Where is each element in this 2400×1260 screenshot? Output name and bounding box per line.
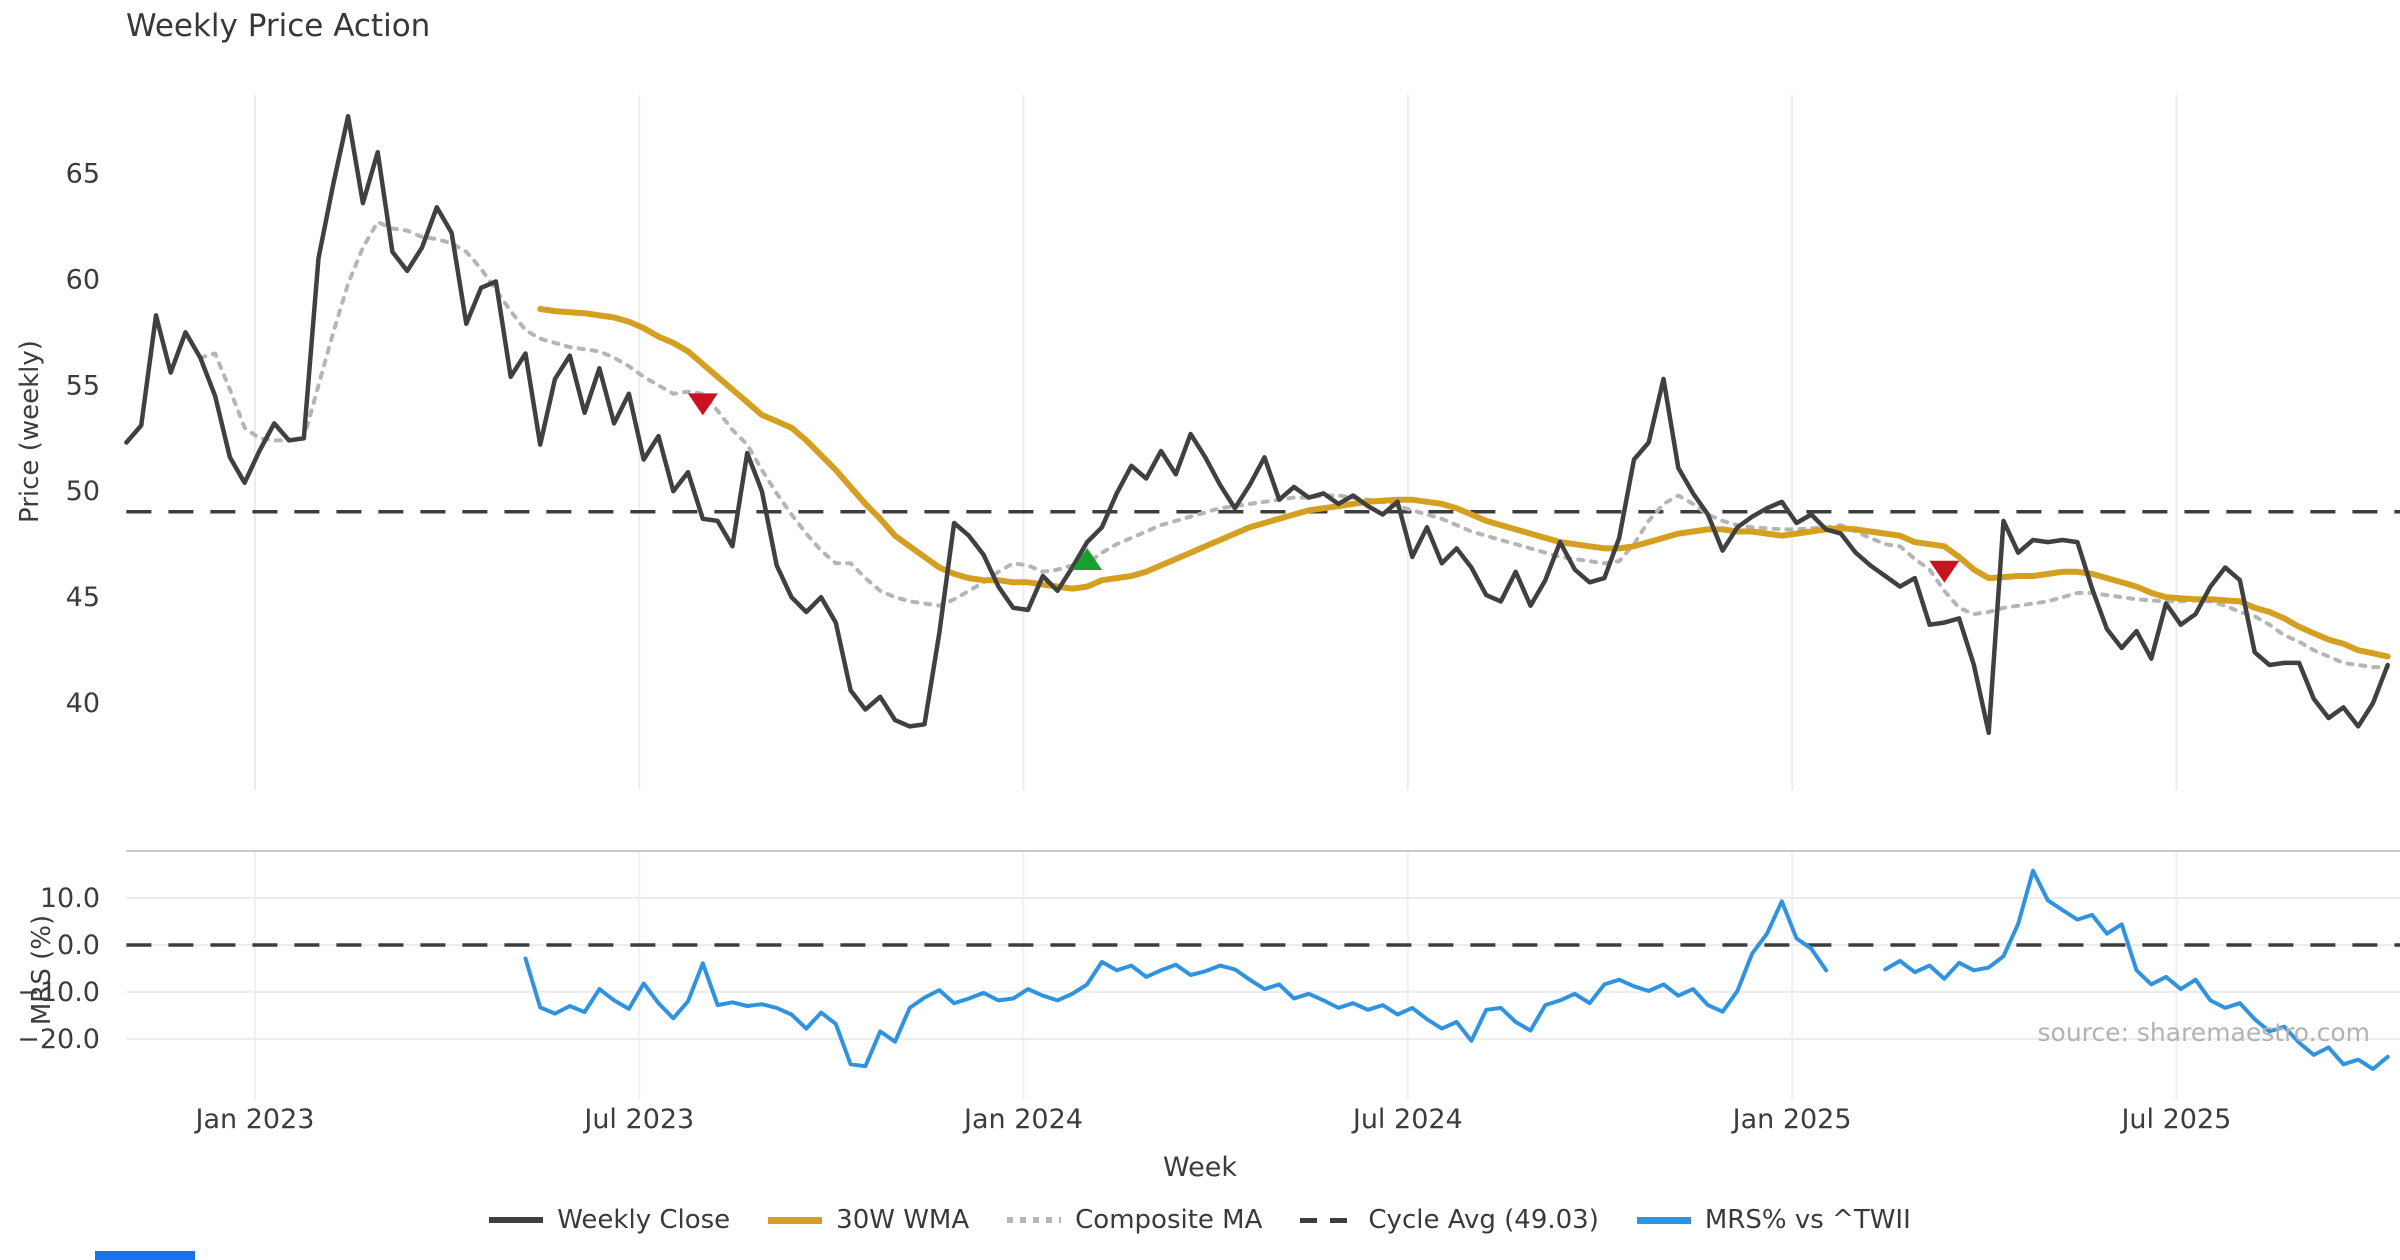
price-tick-label: 45 [66, 582, 100, 613]
mrs-line [523, 899, 1829, 1069]
legend-label: Composite MA [1075, 1205, 1263, 1235]
wma-line-swatch-icon [768, 1216, 823, 1224]
price-tick-label: 60 [66, 264, 100, 295]
week-tick-label: Jul 2024 [1351, 1104, 1463, 1135]
week-axis-label: Week [1163, 1152, 1237, 1183]
legend-label: Cycle Avg (49.03) [1368, 1205, 1599, 1235]
price-axis-label: Price (weekly) [15, 340, 45, 523]
legend-label: 30W WMA [836, 1205, 970, 1235]
legend-item-mrs[interactable]: MRS% vs ^TWII [1636, 1205, 1911, 1235]
composite-ma-line [198, 220, 2390, 670]
legend-item-weekly-close[interactable]: Weekly Close [489, 1205, 730, 1235]
page-title: Weekly Price Action [126, 8, 431, 44]
price-tick-label: 55 [66, 370, 100, 401]
legend-item-composite[interactable]: Composite MA [1007, 1205, 1262, 1235]
wma-line [537, 306, 2391, 660]
week-tick-label: Jul 2023 [582, 1104, 694, 1135]
bottom-accent-bar [95, 1251, 195, 1260]
legend-item-wma[interactable]: 30W WMA [768, 1205, 969, 1235]
sell-signal-marker[interactable] [687, 393, 718, 416]
cycle-avg-line-swatch-icon [1300, 1217, 1355, 1223]
mrs-tick-label: −20.0 [17, 1024, 100, 1055]
mrs-tick-label: 0.0 [57, 930, 100, 961]
week-tick-label: Jan 2023 [194, 1104, 315, 1135]
legend-item-cycle-avg[interactable]: Cycle Avg (49.03) [1300, 1205, 1599, 1235]
weekly-close-line-swatch-icon [489, 1217, 544, 1223]
mrs-line [1883, 868, 2390, 1071]
week-tick-label: Jul 2025 [2119, 1104, 2231, 1135]
legend-label: Weekly Close [557, 1205, 731, 1235]
mrs-line-swatch-icon [1636, 1216, 1691, 1224]
buy-signal-marker[interactable] [1072, 548, 1103, 571]
week-tick-label: Jan 2025 [1731, 1104, 1852, 1135]
week-tick-label: Jan 2024 [962, 1104, 1083, 1135]
legend-label: MRS% vs ^TWII [1704, 1205, 1911, 1235]
mrs-tick-label: −10.0 [17, 977, 100, 1008]
sell-signal-marker[interactable] [1929, 560, 1960, 583]
source-watermark: source: sharemaestro.com [2037, 1018, 2371, 1047]
legend: Weekly Close 30W WMA Composite MA Cycle … [0, 1205, 2400, 1235]
price-tick-label: 40 [66, 688, 100, 719]
mrs-tick-label: 10.0 [40, 883, 100, 914]
weekly-close-line [124, 113, 2390, 736]
price-tick-label: 50 [66, 476, 100, 507]
composite-line-swatch-icon [1007, 1217, 1062, 1223]
mrs-axis-label: MRS (%) [27, 914, 57, 1026]
price-tick-label: 65 [66, 158, 100, 189]
